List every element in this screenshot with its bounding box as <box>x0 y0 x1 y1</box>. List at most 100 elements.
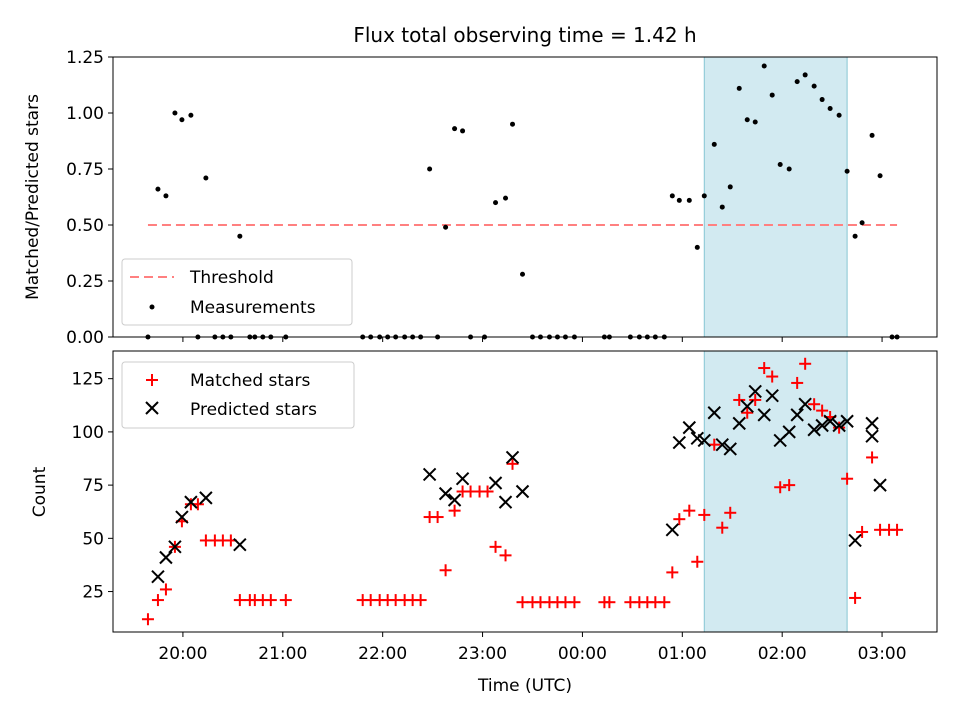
y-tick-label: 0.50 <box>66 216 104 236</box>
predicted-star-point <box>723 442 737 456</box>
predicted-star-point <box>782 425 796 439</box>
predicted-star-point <box>697 433 711 448</box>
measurement-point <box>802 72 808 78</box>
matched-star-point <box>141 613 154 626</box>
measurement-point <box>510 121 516 127</box>
measurement-point <box>794 79 800 85</box>
predicted-star-point <box>865 429 879 443</box>
predicted-star-point <box>498 495 513 509</box>
measurement-point <box>836 112 842 118</box>
measurement-point <box>460 128 466 134</box>
measurement-point <box>443 224 449 230</box>
predicted-star-point <box>455 472 470 486</box>
x-tick-label: 23:00 <box>458 644 507 664</box>
legend-threshold-label: Threshold <box>189 268 274 288</box>
x-tick-label: 00:00 <box>558 644 607 664</box>
y-tick-label: 25 <box>82 583 104 603</box>
predicted-star-point <box>848 533 862 548</box>
measurement-point <box>844 168 850 174</box>
matched-star-point <box>841 472 854 485</box>
bottom-y-axis-label: Count <box>30 466 50 517</box>
predicted-star-point <box>665 523 680 537</box>
bottom-legend: Matched stars Predicted stars <box>121 361 355 429</box>
matched-star-point <box>816 404 829 417</box>
measurement-point <box>769 92 775 98</box>
measurement-point <box>701 193 707 199</box>
predicted-star-point <box>798 397 812 411</box>
measurement-point <box>669 193 675 199</box>
measurement-point <box>752 119 758 125</box>
measurement-point <box>744 117 750 123</box>
measurement-point <box>503 195 509 201</box>
measurement-point <box>819 97 825 103</box>
matched-star-point <box>849 591 862 604</box>
top-legend: Threshold Measurements <box>121 258 353 326</box>
top-x-ticks <box>182 337 883 342</box>
matched-star-point <box>891 523 904 536</box>
matched-star-point <box>749 393 762 406</box>
legend-matched-swatch <box>146 374 158 386</box>
matched-star-point <box>774 481 787 494</box>
predicted-star-point <box>840 414 854 428</box>
y-tick-label: 0.00 <box>66 328 104 348</box>
matched-star-point <box>708 438 721 451</box>
matched-star-point <box>568 596 581 609</box>
predicted-star-point <box>447 493 462 507</box>
matched-star-point <box>799 357 812 370</box>
x-tick-label: 02:00 <box>758 644 807 664</box>
predicted-star-point <box>790 408 804 422</box>
measurement-point <box>237 233 243 239</box>
measurement-point <box>686 197 692 203</box>
matched-star-point <box>481 485 494 498</box>
chart-title: Flux total observing time = 1.42 h <box>353 23 696 47</box>
matched-star-point <box>666 566 679 579</box>
top-axes-frame <box>112 56 938 338</box>
predicted-star-point <box>757 408 771 422</box>
measurement-point <box>179 117 185 123</box>
x-tick-label: 20:00 <box>158 644 207 664</box>
predicted-star-point <box>159 550 173 565</box>
measurement-point <box>719 204 725 210</box>
matched-star-point <box>499 549 512 562</box>
predicted-star-point <box>151 569 165 584</box>
predicted-star-point <box>707 406 721 420</box>
x-tick-label: 03:00 <box>858 644 907 664</box>
matched-star-point <box>489 540 502 553</box>
bottom-y-ticks: 25 50 75 100 125 <box>72 370 113 603</box>
predicted-star-point <box>422 467 437 482</box>
matched-star-point <box>448 504 461 517</box>
predicted-star-point <box>184 495 198 509</box>
measurement-point <box>852 233 858 239</box>
predicted-star-point <box>233 538 247 552</box>
measurement-point <box>827 106 833 112</box>
x-axis-label: Time (UTC) <box>477 676 572 696</box>
matched-star-point <box>698 508 711 521</box>
measurement-point <box>786 166 792 172</box>
matched-star-point <box>603 596 616 609</box>
measurement-point <box>452 126 458 132</box>
matched-star-point <box>808 398 821 411</box>
y-tick-label: 125 <box>72 370 104 390</box>
predicted-star-point <box>505 450 520 465</box>
measurement-point <box>777 162 783 168</box>
matched-star-point <box>758 362 771 375</box>
x-tick-label: 01:00 <box>658 644 707 664</box>
measurement-point <box>172 110 178 116</box>
matched-star-point <box>151 594 164 607</box>
legend-measurements-swatch <box>149 304 155 310</box>
measurement-point <box>163 193 169 199</box>
predicted-star-point <box>168 540 182 554</box>
y-tick-label: 0.75 <box>66 160 104 180</box>
top-y-axis-label: Matched/Predicted stars <box>23 94 43 300</box>
predicted-star-point <box>807 423 821 437</box>
y-tick-label: 50 <box>82 529 104 549</box>
measurement-point <box>520 271 526 277</box>
x-tick-label: 21:00 <box>258 644 307 664</box>
measurement-point <box>203 175 209 181</box>
top-panel: 0.00 0.25 0.50 0.75 1.00 1.25 Flux total obse… <box>23 23 938 348</box>
matched-star-point <box>414 594 427 607</box>
bottom-panel: 25 50 75 100 125 20:00 21:00 22:00 23:00 00:00 01… <box>30 350 938 696</box>
predicted-star-point <box>865 416 879 431</box>
matched-star-point <box>673 513 686 526</box>
